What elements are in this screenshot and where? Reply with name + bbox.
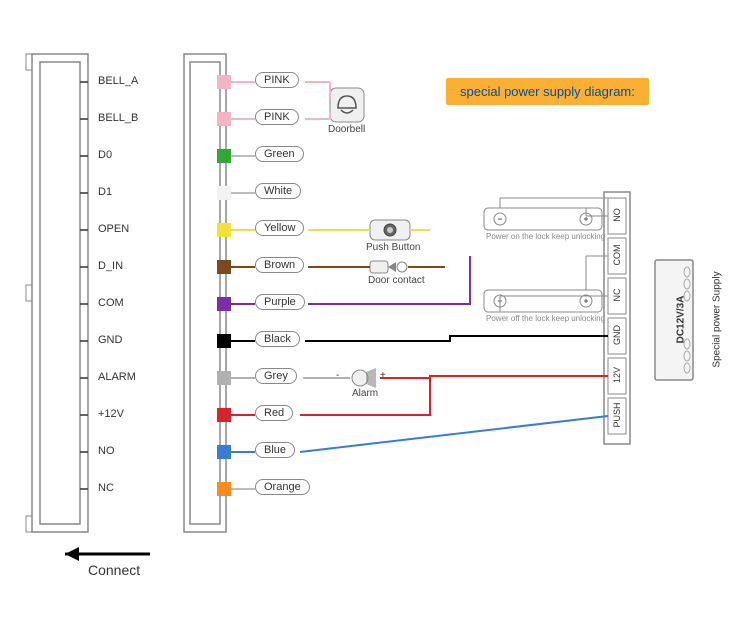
alarm-plus: + [380,370,386,381]
doorcontact-label: Door contact [368,275,425,286]
lock-top: Power on the lock keep unlocking [486,232,605,241]
pin-D_IN: D_IN [98,260,123,272]
lock-bottom: Power off the lock keep unlocking [486,314,605,323]
color-black: Black [255,331,300,347]
color-white: White [255,183,301,199]
pin-OPEN: OPEN [98,223,129,235]
pin-NC: NC [98,482,114,494]
pin-BELL_B: BELL_B [98,112,138,124]
color-grey: Grey [255,368,297,384]
pin-ALARM: ALARM [98,371,136,383]
pin-COM: COM [98,297,124,309]
color-pink: PINK [255,72,299,88]
color-blue: Blue [255,442,295,458]
pin-+12V: +12V [98,408,124,420]
color-brown: Brown [255,257,304,273]
color-red: Red [255,405,293,421]
color-purple: Purple [255,294,305,310]
connect-label: Connect [88,562,140,578]
banner: special power supply diagram: [446,78,649,105]
alarm-minus: - [336,370,339,381]
color-yellow: Yellow [255,220,304,236]
color-orange: Orange [255,479,310,495]
color-green: Green [255,146,304,162]
terminal-COM: COM [612,240,622,270]
terminal-PUSH: PUSH [612,400,622,430]
pin-GND: GND [98,334,122,346]
pin-BELL_A: BELL_A [98,75,138,87]
terminal-12V: 12V [612,360,622,390]
pin-NO: NO [98,445,115,457]
color-pink: PINK [255,109,299,125]
terminal-NO: NO [612,200,622,230]
doorbell-label: Doorbell [328,124,365,135]
pin-D0: D0 [98,149,112,161]
psu-line2: Special power Supply [712,271,723,367]
pin-D1: D1 [98,186,112,198]
psu-line1: DC12V/3A [675,296,686,344]
terminal-GND: GND [612,320,622,350]
terminal-NC: NC [612,280,622,310]
pushbutton-label: Push Button [366,242,420,253]
alarm-label: Alarm [352,388,378,399]
